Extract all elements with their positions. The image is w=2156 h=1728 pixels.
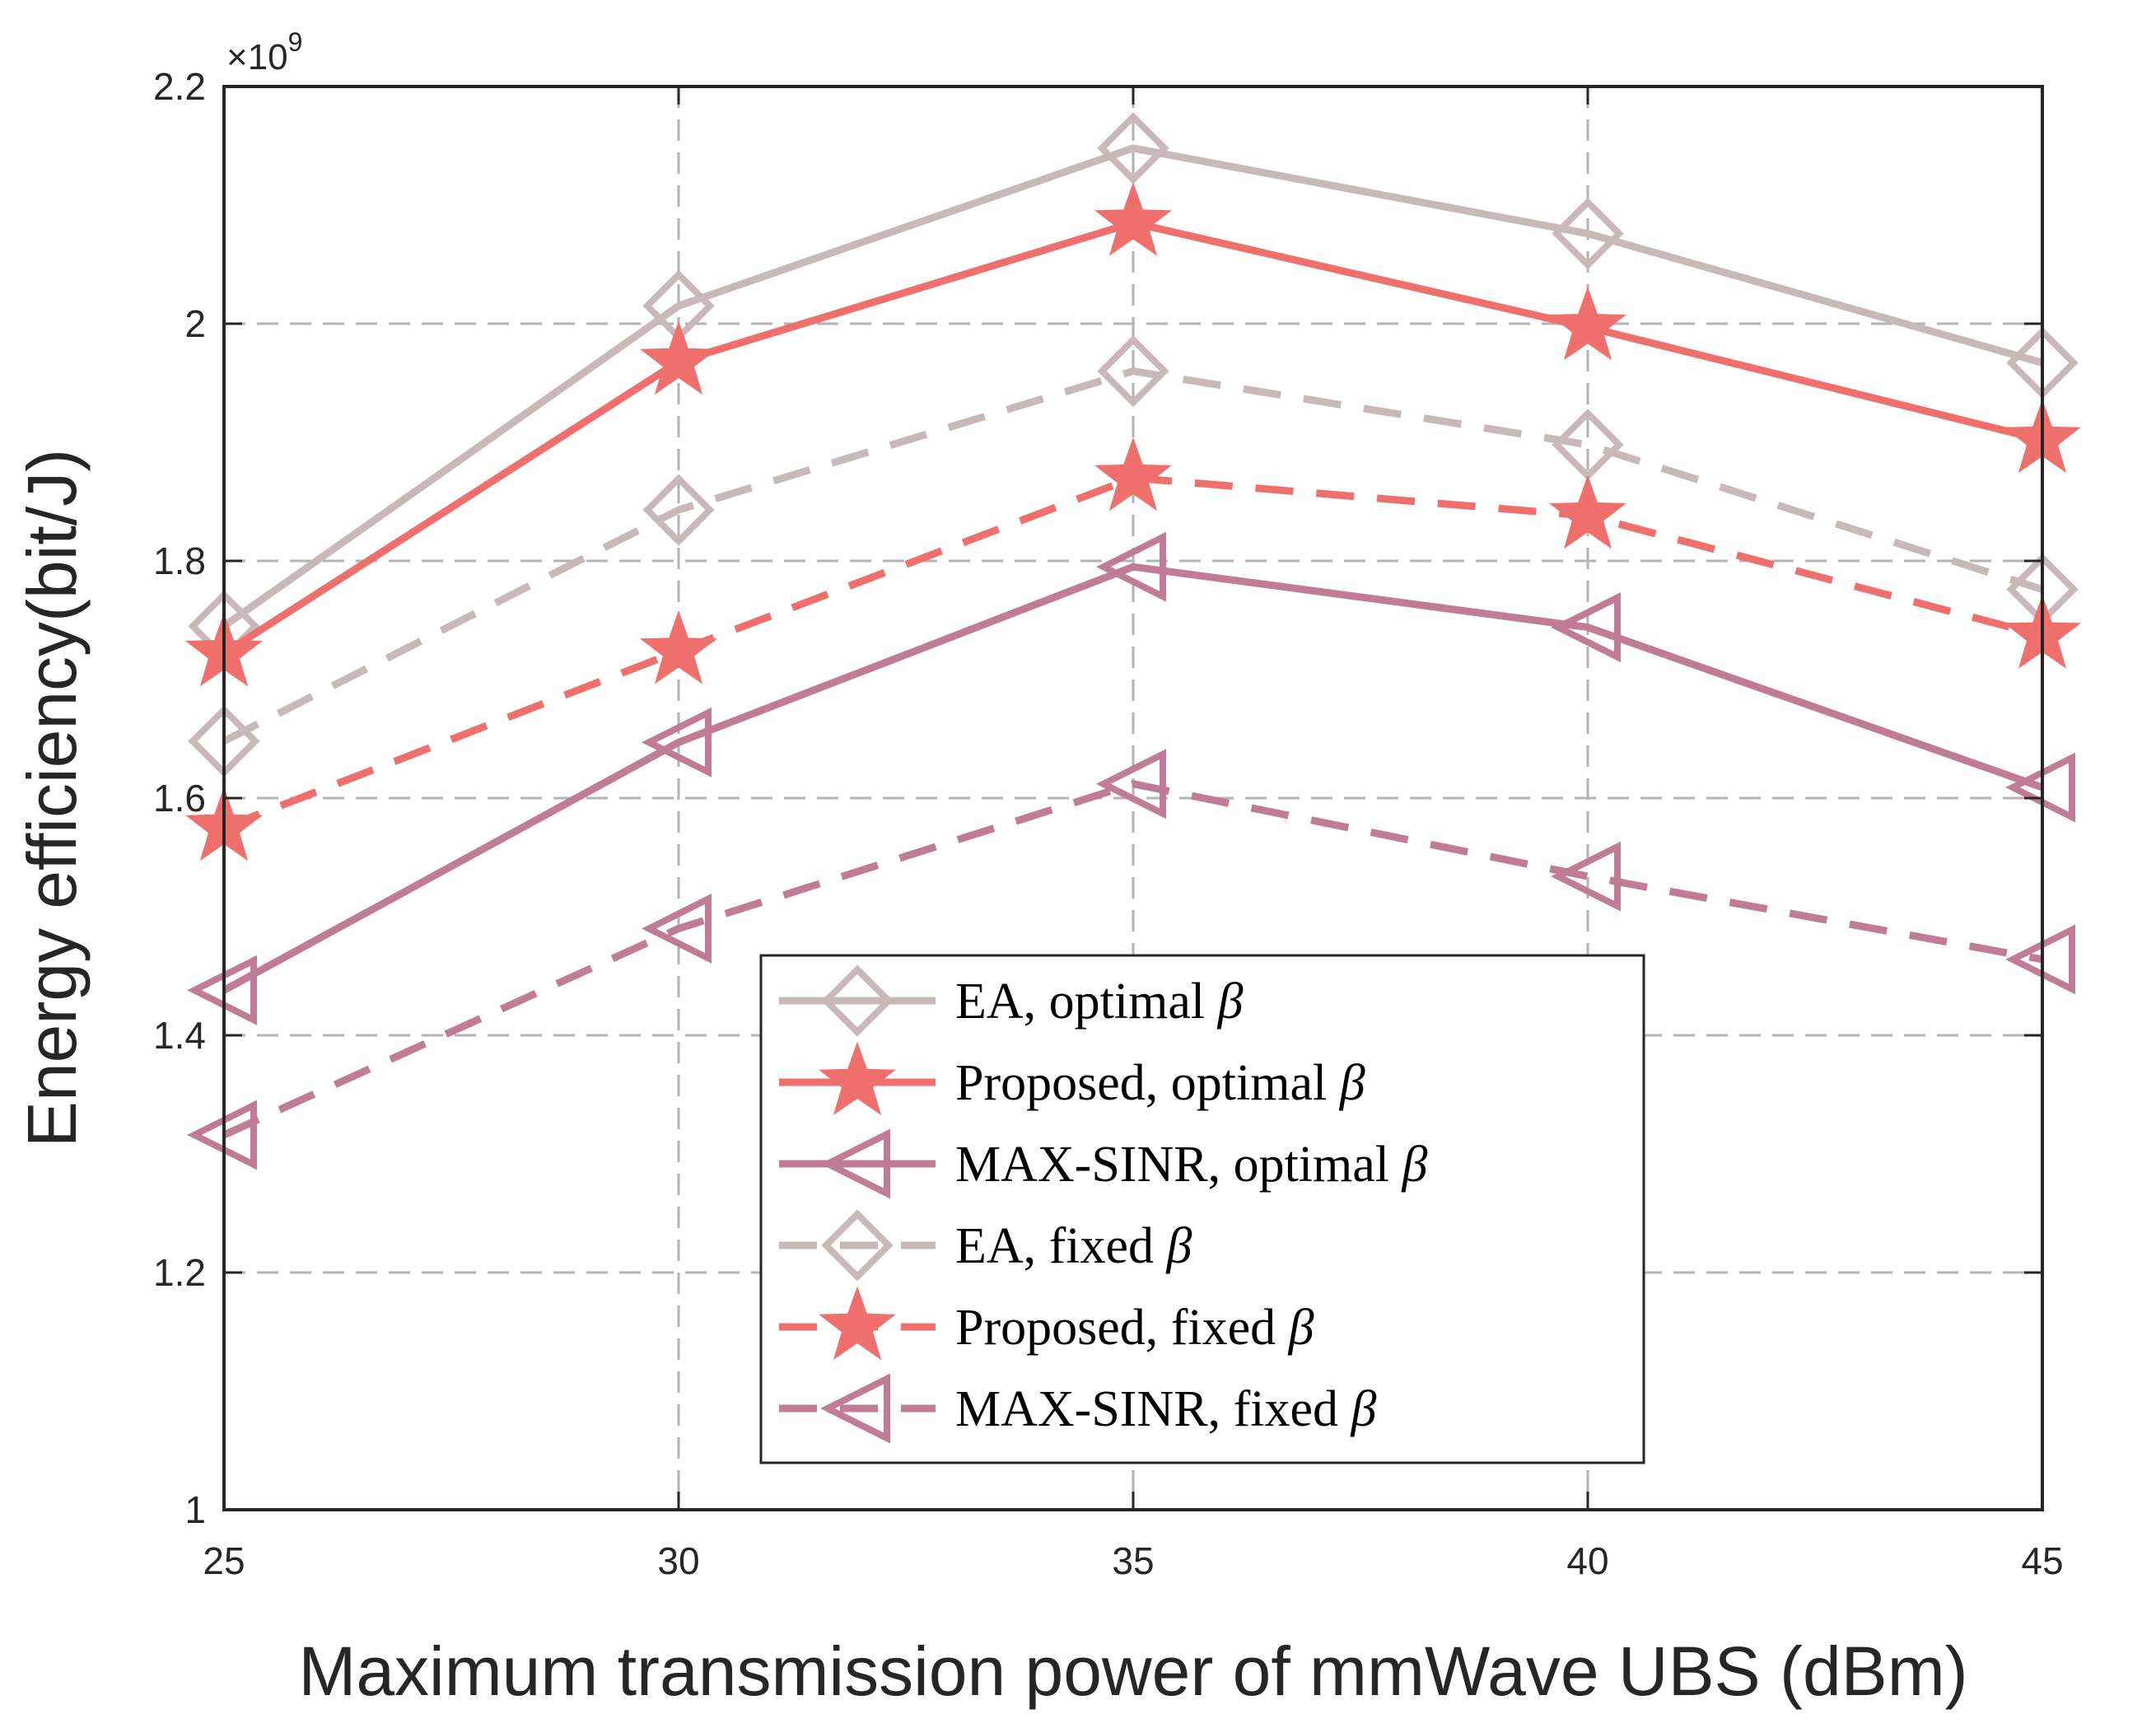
series-line: [222, 563, 2044, 994]
y-exponent-label: ×109: [226, 27, 302, 77]
legend-label: Proposed, optimal β: [955, 1055, 1365, 1111]
x-tick-label: 25: [203, 1539, 245, 1582]
data-point-triangle-left: [1096, 531, 1166, 602]
legend-label: Proposed, fixed β: [955, 1300, 1314, 1356]
legend-marker: [819, 1286, 896, 1361]
legend-entry: EA, optimal β: [779, 964, 1244, 1037]
x-tick-label: 30: [657, 1539, 699, 1582]
data-point-star: [1548, 286, 1627, 361]
data-point-triangle-left: [642, 707, 712, 778]
legend-marker: [821, 1209, 894, 1282]
legend-entry: Proposed, optimal β: [779, 1041, 1365, 1116]
x-tick-label: 45: [2021, 1539, 2063, 1582]
legend-entry: MAX-SINR, fixed β: [779, 1373, 1376, 1444]
data-point-star: [1094, 437, 1172, 511]
legend-marker: [819, 1041, 896, 1116]
data-point-triangle-left: [1551, 592, 1621, 663]
data-point-diamond: [642, 474, 715, 546]
data-point-star: [639, 609, 718, 684]
x-tick-label: 40: [1566, 1539, 1608, 1582]
y-tick-label: 1.8: [153, 539, 206, 582]
data-point-diamond: [1552, 197, 1624, 270]
x-tick-label: 35: [1112, 1539, 1154, 1582]
legend-marker: [820, 1373, 890, 1444]
y-tick-label: 1.4: [153, 1014, 206, 1057]
y-tick-label: 1.6: [153, 777, 206, 820]
ticks: 25 30 35 40 45 1 1.2 1.4 1.6 1.8 2 2.2: [153, 65, 2064, 1582]
legend-label: MAX-SINR, fixed β: [955, 1381, 1376, 1437]
data-point-star: [1094, 182, 1172, 256]
y-tick-label: 1: [184, 1488, 206, 1531]
series-line: [222, 144, 2044, 629]
y-tick-label: 2: [184, 302, 206, 345]
legend: EA, optimal β Proposed, optimal β MAX-SINR…: [759, 954, 1645, 1464]
legend-marker: [821, 964, 894, 1037]
legend-label: MAX-SINR, optimal β: [955, 1137, 1428, 1193]
y-tick-label: 1.2: [153, 1251, 206, 1294]
legend-entry: EA, fixed β: [779, 1209, 1192, 1282]
data-point-star: [639, 320, 718, 395]
data-point-triangle-left: [1551, 841, 1621, 912]
legend-box: [759, 954, 1645, 1464]
series-line: [222, 780, 2043, 1139]
data-point-diamond: [1097, 334, 1169, 408]
series-4: [188, 334, 2079, 778]
legend-marker: [820, 1128, 890, 1199]
data-point-star: [1548, 474, 1627, 549]
series-line: [222, 367, 2044, 745]
data-point-triangle-left: [1096, 749, 1166, 820]
y-tick-label: 2.2: [153, 65, 206, 108]
legend-label: EA, optimal β: [955, 974, 1244, 1030]
y-axis-title: Energy efficiency(bit/J): [13, 449, 91, 1147]
legend-entry: MAX-SINR, optimal β: [779, 1128, 1428, 1199]
series-line: [222, 474, 2044, 832]
legend-entry: Proposed, fixed β: [779, 1286, 1314, 1361]
data-point-triangle-left: [642, 893, 712, 964]
data-point-diamond: [1097, 112, 1169, 184]
legend-label: EA, fixed β: [955, 1218, 1192, 1274]
x-axis-title: Maximum transmission power of mmWave UBS…: [298, 1632, 1967, 1710]
